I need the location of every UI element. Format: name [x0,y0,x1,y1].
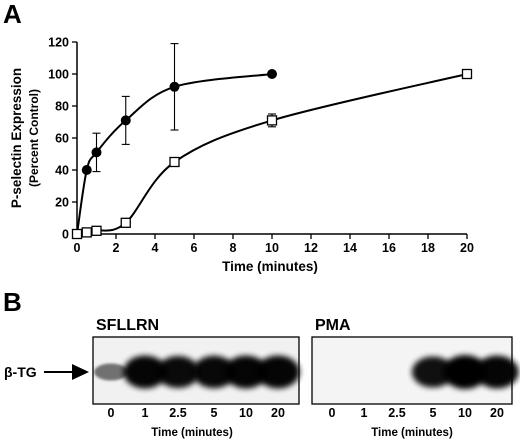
blot-band [224,355,268,389]
data-point [71,228,83,240]
bands-pma [411,355,519,389]
x-axis-ticks: 0 2 4 6 8 10 12 14 16 18 20 [74,234,474,255]
blot-panel-pma [311,336,519,405]
band-label: β-TG [4,364,37,380]
data-point [267,69,277,79]
data-point [169,81,180,92]
blot-xlabel-sfllrn: Time (minutes) [151,427,233,439]
lane-label: 20 [271,406,285,420]
data-point [81,227,92,238]
x-tick-label: 0 [74,241,81,255]
data-point [91,225,102,236]
y-tick-label: 60 [55,132,69,146]
lane-label: 5 [211,406,218,420]
blot-title-sfllrn: SFLLRN [96,317,159,334]
blot-title-pma: PMA [315,317,351,334]
lane-label: 2.5 [169,406,186,420]
lane-label: 10 [458,406,472,420]
data-point [266,115,278,126]
blot-band [256,355,300,389]
x-tick-label: 2 [113,241,120,255]
x-tick-label: 6 [191,241,198,255]
arrow-icon [44,364,89,380]
blot-band [94,363,128,381]
data-point [120,217,131,228]
western-blot: β-TG SFLLRN PMA 0 1 2.5 5 10 20 0 1 2.5 5 10 20 Ti… [4,317,519,439]
lane-label: 0 [108,406,115,420]
y-tick-label: 120 [48,36,69,50]
data-point [461,68,473,80]
y-tick-label: 100 [48,68,69,82]
lane-label: 5 [430,406,437,420]
x-axis-label: Time (minutes) [222,259,318,274]
blot-xlabel-pma: Time (minutes) [371,427,453,439]
lane-label: 0 [329,406,336,420]
blot-band [475,355,519,389]
x-tick-label: 10 [265,241,279,255]
lane-label: 2.5 [388,406,405,420]
x-tick-label: 18 [421,241,435,255]
x-tick-label: 16 [382,241,396,255]
y-tick-label: 40 [55,164,69,178]
blot-band [156,356,200,388]
x-tick-label: 8 [230,241,237,255]
data-point [91,147,102,158]
series-1 [72,43,277,239]
panel-b-label: B [3,287,22,317]
y-axis-label: P-selectin Expression [9,68,24,208]
x-tick-label: 14 [343,241,357,255]
data-point [169,156,180,168]
blot-band [443,355,487,389]
series-line [76,73,273,235]
y-axis-sublabel: (Percent Control) [27,89,41,187]
blot-panel-sfllrn [92,336,300,405]
blot-band [192,355,236,389]
lane-labels-pma: 0 1 2.5 5 10 20 [329,406,504,420]
blot-band [123,355,167,389]
x-tick-label: 20 [460,241,474,255]
lane-labels-sfllrn: 0 1 2.5 5 10 20 [108,406,285,420]
lane-label: 10 [239,406,253,420]
lane-label: 1 [142,406,149,420]
line-chart: 0 20 40 60 80 100 120 0 2 4 6 8 10 12 14 16 18 20 P-sele… [9,36,474,275]
series-2 [71,68,473,240]
x-tick-label: 12 [304,241,318,255]
lane-label: 20 [490,406,504,420]
blot-band [411,356,455,388]
data-point [120,115,131,126]
chart-series [71,43,473,240]
lane-label: 1 [361,406,368,420]
panel-a-label: A [3,0,22,29]
y-tick-label: 20 [55,196,69,210]
x-tick-label: 4 [152,241,159,255]
y-tick-label: 0 [62,228,69,242]
bands-sfllrn [94,355,300,389]
y-axis-ticks: 0 20 40 60 80 100 120 [48,36,77,242]
data-point [81,165,92,175]
series-line [76,73,468,235]
y-tick-label: 80 [55,100,69,114]
